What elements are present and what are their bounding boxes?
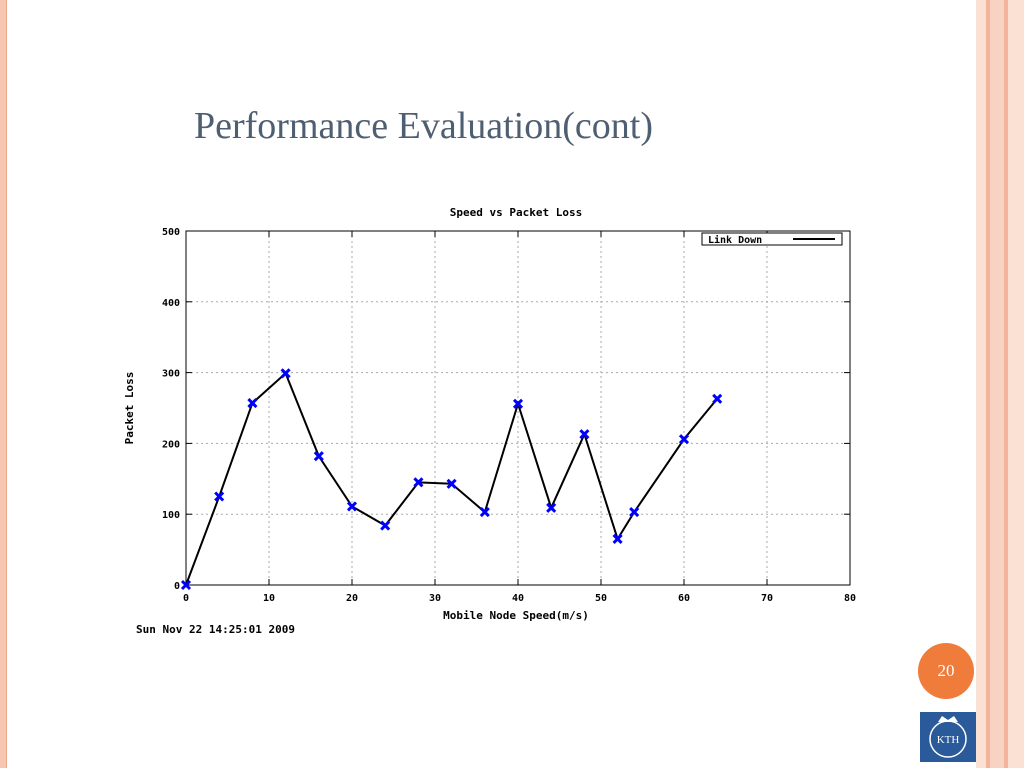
page-number-badge: 20	[918, 643, 974, 699]
data-point-marker	[346, 501, 358, 512]
kth-crown-emblem-icon: KTH	[929, 716, 967, 758]
marker-stroke	[629, 507, 640, 518]
data-point-marker	[579, 429, 590, 440]
legend-label: Link Down	[708, 234, 762, 246]
data-point-marker	[629, 507, 640, 518]
y-tick-label: 0	[174, 581, 180, 592]
data-point-marker	[180, 579, 192, 591]
y-axis-label: Packet Loss	[123, 372, 136, 445]
data-point-marker	[612, 533, 623, 545]
data-point-marker	[214, 491, 225, 502]
chart-timestamp: Sun Nov 22 14:25:01 2009	[136, 623, 295, 636]
chart-title: Speed vs Packet Loss	[450, 206, 582, 219]
marker-stroke	[512, 398, 524, 409]
data-point-marker	[380, 520, 391, 531]
data-point-marker	[678, 434, 690, 445]
x-tick-label: 20	[346, 593, 358, 604]
y-tick-label: 500	[162, 227, 180, 238]
y-tick-label: 400	[162, 298, 180, 309]
data-point-marker	[546, 502, 557, 513]
y-tick-label: 300	[162, 369, 180, 380]
marker-stroke	[612, 533, 623, 545]
slide-title: Performance Evaluation(cont)	[194, 105, 653, 147]
marker-stroke	[280, 368, 291, 379]
x-tick-label: 0	[183, 593, 189, 604]
data-point-marker	[413, 477, 424, 488]
marker-stroke	[380, 520, 391, 531]
marker-stroke	[712, 393, 723, 404]
x-tick-label: 30	[429, 593, 441, 604]
legend-box	[701, 232, 843, 246]
x-tick-label: 40	[512, 593, 524, 604]
x-tick-label: 10	[263, 593, 275, 604]
data-point-marker	[446, 478, 457, 489]
data-point-marker	[479, 507, 490, 518]
x-axis-label: Mobile Node Speed(m/s)	[443, 609, 589, 622]
series-line-link-down	[185, 371, 718, 586]
chart-legend: Link Down	[701, 232, 843, 246]
data-point-marker	[512, 398, 524, 409]
data-point-marker	[712, 393, 723, 404]
marker-stroke	[678, 434, 690, 445]
data-point-marker	[313, 451, 324, 462]
kth-logo: KTH	[920, 712, 976, 762]
marker-stroke	[247, 397, 258, 409]
chart-grid	[186, 231, 850, 585]
chart-series	[180, 368, 723, 591]
left-border-accent	[0, 0, 7, 768]
marker-stroke	[546, 502, 557, 513]
marker-stroke	[446, 478, 457, 489]
marker-stroke	[479, 507, 490, 518]
x-tick-label: 80	[844, 593, 856, 604]
y-tick-label: 200	[162, 439, 180, 450]
data-point-marker	[280, 368, 291, 379]
y-tick-label: 100	[162, 510, 180, 521]
right-border-accent	[976, 0, 1024, 768]
marker-stroke	[346, 501, 358, 512]
svg-text:KTH: KTH	[937, 734, 960, 746]
marker-stroke	[579, 429, 590, 440]
x-tick-label: 60	[678, 593, 690, 604]
speed-vs-packet-loss-chart: Speed vs Packet Loss 0 10 20 30 40 50 60 70 80 0 1…	[123, 206, 856, 636]
x-tick-label: 70	[761, 593, 773, 604]
marker-stroke	[214, 491, 225, 502]
chart-ticks: 0 10 20 30 40 50 60 70 80 0 100 200 300 400 500	[162, 227, 856, 604]
marker-stroke	[313, 451, 324, 462]
marker-stroke	[180, 579, 192, 591]
marker-stroke	[413, 477, 424, 488]
x-tick-label: 50	[595, 593, 607, 604]
data-point-marker	[247, 397, 258, 409]
